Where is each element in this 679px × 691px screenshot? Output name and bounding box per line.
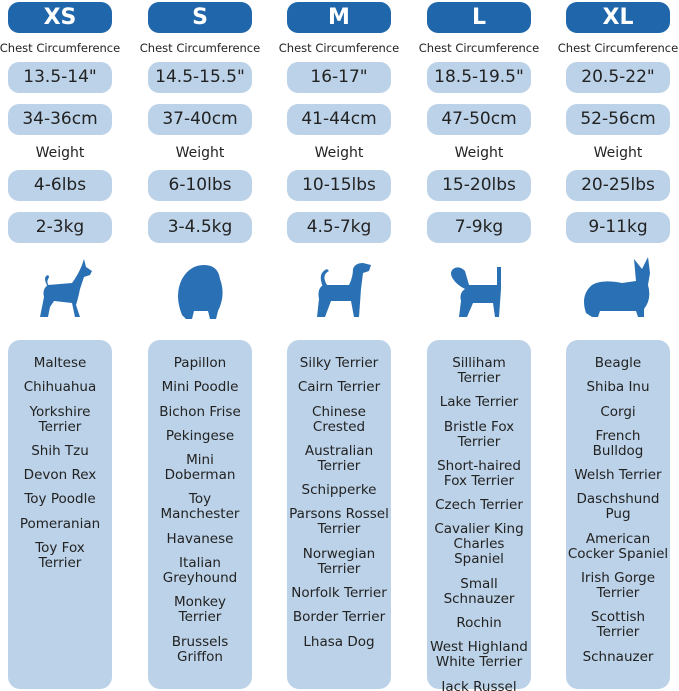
breed-item: Parsons Rossel Terrier bbox=[289, 506, 389, 538]
breed-item: Toy Poodle bbox=[24, 491, 96, 508]
breed-item: Scottish Terrier bbox=[590, 609, 646, 641]
breed-item: Bristle Fox Terrier bbox=[443, 418, 515, 450]
breed-item: Czech Terrier bbox=[435, 497, 523, 514]
weight-label: Weight bbox=[175, 145, 225, 161]
weight-label: Weight bbox=[593, 145, 643, 161]
weight-lbs: 10-15lbs bbox=[287, 170, 391, 201]
breed-item: Cavalier King Charles Spaniel bbox=[434, 521, 524, 568]
breed-item: Toy Fox Terrier bbox=[35, 540, 85, 572]
breed-list: Beagle Shiba Inu Corgi French Bulldog Welsh … bbox=[566, 340, 670, 689]
weight-label: Weight bbox=[454, 145, 504, 161]
breed-item: Lake Terrier bbox=[439, 394, 519, 411]
breed-item: Lhasa Dog bbox=[303, 633, 375, 650]
breed-item: Brussels Griffon bbox=[171, 633, 229, 665]
chest-cm: 47-50cm bbox=[427, 104, 531, 135]
breed-item: French Bulldog bbox=[592, 427, 644, 459]
breed-item: Irish Gorge Terrier bbox=[580, 570, 656, 602]
breed-item: Jack Russel bbox=[441, 678, 517, 691]
breed-list: Maltese Chihuahua Yorkshire Terrier Shih Tz… bbox=[8, 340, 112, 689]
chest-label: Chest Circumference bbox=[557, 41, 679, 55]
terrier-silhouette-icon bbox=[299, 255, 379, 325]
breed-item: Cairn Terrier bbox=[297, 379, 381, 396]
breed-item: Norfolk Terrier bbox=[291, 585, 387, 602]
weight-kg: 2-3kg bbox=[8, 212, 112, 243]
breed-item: Havanese bbox=[166, 530, 234, 547]
beagle-silhouette-icon bbox=[439, 255, 519, 325]
breed-item: Devon Rex bbox=[23, 467, 97, 484]
breed-item: Mini Doberman bbox=[164, 452, 236, 484]
pomeranian-silhouette-icon bbox=[160, 255, 240, 325]
weight-kg: 3-4.5kg bbox=[148, 212, 252, 243]
chest-cm: 37-40cm bbox=[148, 104, 252, 135]
breed-item: Toy Manchester bbox=[160, 491, 240, 523]
chest-cm: 52-56cm bbox=[566, 104, 670, 135]
breed-item: Small Schnauzer bbox=[443, 575, 515, 607]
breed-item: Norwegian Terrier bbox=[302, 545, 376, 577]
chest-inches: 16-17" bbox=[287, 62, 391, 93]
size-header: S bbox=[148, 2, 252, 33]
breed-item: Mini Poodle bbox=[161, 379, 239, 396]
breed-item: Maltese bbox=[33, 355, 87, 371]
breed-item: Short-haired Fox Terrier bbox=[437, 457, 521, 489]
chest-cm: 34-36cm bbox=[8, 104, 112, 135]
breed-item: Chinese Crested bbox=[312, 403, 366, 435]
breed-item: Border Terrier bbox=[292, 609, 386, 626]
weight-lbs: 6-10lbs bbox=[148, 170, 252, 201]
chest-label: Chest Circumference bbox=[0, 41, 121, 55]
breed-item: Silliham Terrier bbox=[452, 355, 506, 386]
size-header: M bbox=[287, 2, 391, 33]
weight-label: Weight bbox=[314, 145, 364, 161]
weight-kg: 9-11kg bbox=[566, 212, 670, 243]
breed-item: Australian Terrier bbox=[304, 442, 374, 474]
breed-item: Beagle bbox=[594, 355, 642, 371]
breed-item: Chihuahua bbox=[23, 379, 97, 396]
breed-item: Monkey Terrier bbox=[173, 594, 227, 626]
size-header: XL bbox=[566, 2, 670, 33]
breed-item: Welsh Terrier bbox=[574, 467, 662, 484]
breed-item: Pekingese bbox=[165, 427, 235, 444]
chest-label: Chest Circumference bbox=[278, 41, 400, 55]
weight-label: Weight bbox=[35, 145, 85, 161]
breed-list: Silliham Terrier Lake Terrier Bristle Fox … bbox=[427, 340, 531, 691]
chihuahua-silhouette-icon bbox=[20, 255, 100, 325]
breed-item: Shiba Inu bbox=[586, 379, 650, 396]
breed-item: Italian Greyhound bbox=[162, 555, 238, 587]
breed-item: Corgi bbox=[600, 403, 636, 420]
weight-kg: 4.5-7kg bbox=[287, 212, 391, 243]
breed-item: Daschshund Pug bbox=[576, 491, 660, 523]
breed-item: Pomeranian bbox=[19, 515, 101, 532]
breed-item: Yorkshire Terrier bbox=[29, 403, 91, 435]
breed-item: Silky Terrier bbox=[299, 355, 379, 371]
breed-list: Papillon Mini Poodle Bichon Frise Pekingese… bbox=[148, 340, 252, 689]
breed-item: West Highland White Terrier bbox=[430, 639, 528, 671]
breed-item: Papillon bbox=[173, 355, 227, 371]
weight-lbs: 20-25lbs bbox=[566, 170, 670, 201]
chest-inches: 13.5-14" bbox=[8, 62, 112, 93]
chest-inches: 18.5-19.5" bbox=[427, 62, 531, 93]
weight-lbs: 4-6lbs bbox=[8, 170, 112, 201]
size-header: XS bbox=[8, 2, 112, 33]
chest-label: Chest Circumference bbox=[418, 41, 540, 55]
breed-item: Schipperke bbox=[301, 482, 377, 499]
weight-lbs: 15-20lbs bbox=[427, 170, 531, 201]
chest-inches: 20.5-22" bbox=[566, 62, 670, 93]
breed-item: Rochin bbox=[456, 615, 502, 632]
breed-item: Schnauzer bbox=[582, 648, 654, 665]
breed-list: Silky Terrier Cairn Terrier Chinese Creste… bbox=[287, 340, 391, 689]
chest-label: Chest Circumference bbox=[139, 41, 261, 55]
size-header: L bbox=[427, 2, 531, 33]
breed-item: Shih Tzu bbox=[31, 442, 89, 459]
breed-item: Bichon Frise bbox=[159, 403, 241, 420]
chest-cm: 41-44cm bbox=[287, 104, 391, 135]
breed-item: American Cocker Spaniel bbox=[567, 530, 669, 562]
corgi-silhouette-icon bbox=[578, 255, 658, 325]
weight-kg: 7-9kg bbox=[427, 212, 531, 243]
chest-inches: 14.5-15.5" bbox=[148, 62, 252, 93]
